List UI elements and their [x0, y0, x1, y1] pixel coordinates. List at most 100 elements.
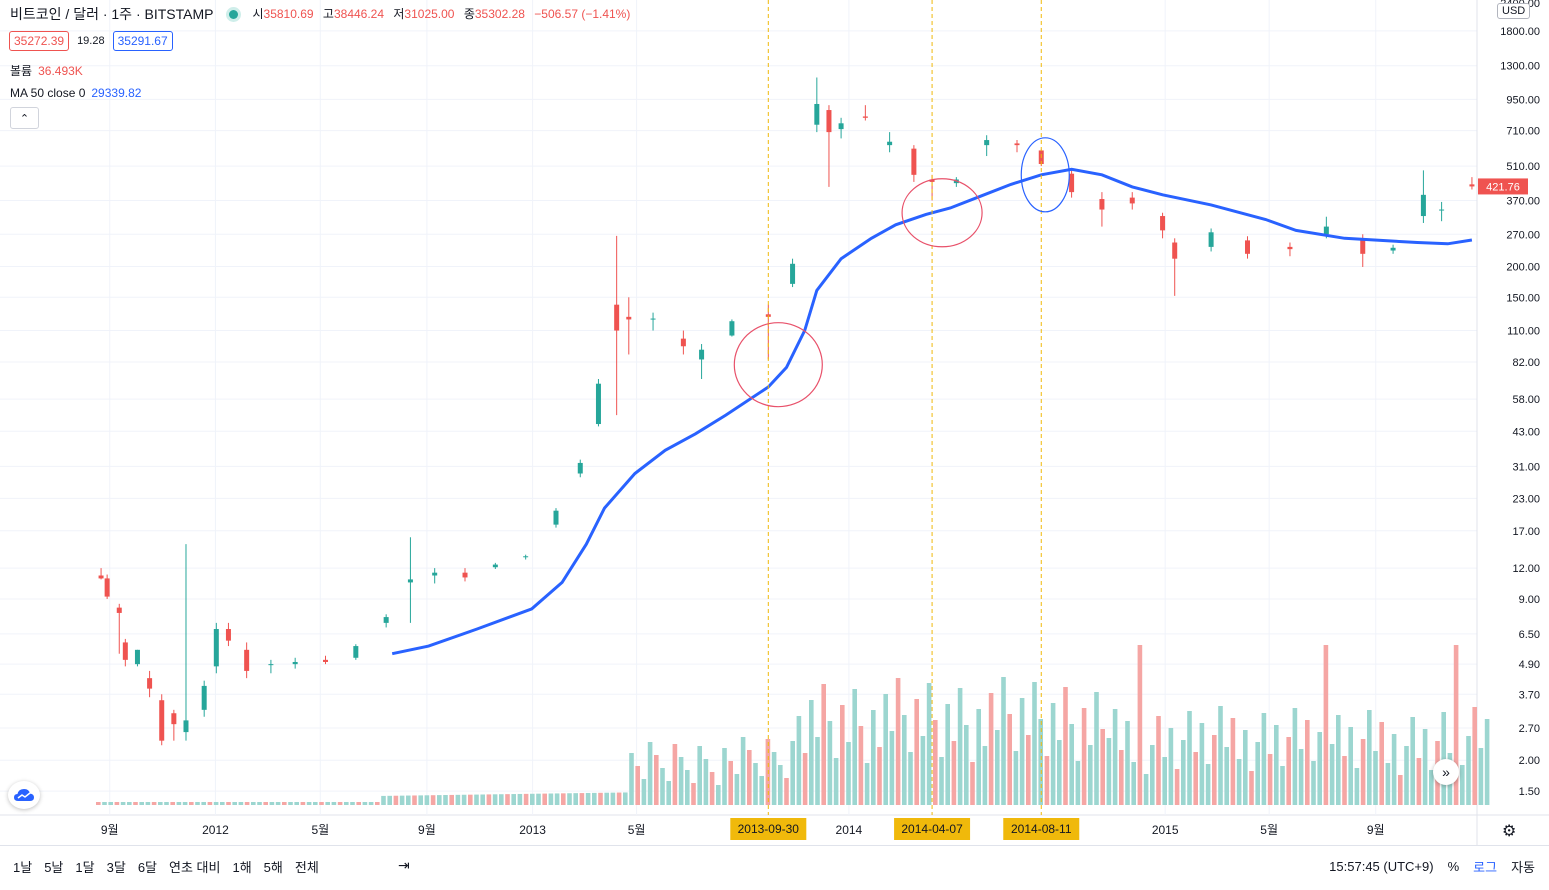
volume-bar — [275, 802, 281, 805]
volume-bar — [554, 793, 560, 805]
range-ytd-button[interactable]: 연초 대비 — [169, 860, 221, 875]
volume-bar — [102, 802, 107, 805]
range-6m-button[interactable]: 6달 — [137, 860, 158, 875]
ma-label: MA 50 close 0 — [10, 86, 86, 100]
scroll-to-realtime-button[interactable]: » — [1433, 759, 1459, 785]
range-5d-button[interactable]: 5날 — [44, 860, 64, 875]
volume-bar — [1329, 744, 1335, 805]
volume-bar — [970, 762, 975, 805]
volume-bar — [908, 752, 913, 805]
volume-bar — [368, 802, 374, 805]
range-1m-button[interactable]: 1달 — [75, 860, 95, 875]
price-tick-label: 2.70 — [1519, 723, 1540, 735]
candle-body — [814, 103, 820, 125]
volume-bar — [604, 792, 609, 805]
volume-bar — [474, 794, 479, 805]
collapse-legend-button[interactable]: ⌃ — [10, 107, 39, 129]
candle-body — [595, 383, 601, 425]
candle-body — [614, 304, 620, 331]
goto-date-icon[interactable]: ⇥ — [398, 857, 410, 873]
volume-bar — [846, 742, 851, 805]
volume-bar — [536, 793, 541, 805]
auto-toggle[interactable]: 자동 — [1511, 860, 1535, 875]
time-tick-label: 9월 — [1367, 823, 1385, 837]
volume-bar — [263, 802, 268, 805]
candle-body — [680, 338, 686, 347]
low-value: 31025.00 — [404, 7, 455, 21]
volume-bar — [740, 737, 746, 805]
chart-canvas[interactable]: 1800.00 1300.00 950.00 710.00 510.00 370.00 27… — [0, 0, 1549, 845]
volume-bar — [1292, 708, 1298, 805]
date-marker-label-bg — [894, 818, 971, 840]
volume-bar — [399, 795, 405, 805]
candle-body — [699, 349, 705, 360]
candle-body — [790, 263, 796, 284]
volume-bar — [1032, 682, 1037, 805]
volume-bar — [1460, 765, 1465, 805]
log-toggle[interactable]: 로그 — [1473, 860, 1498, 875]
ma-legend[interactable]: MA 50 close 0 29339.82 — [10, 86, 141, 100]
clock-timezone[interactable]: 15:57:45 (UTC+9) — [1329, 859, 1434, 874]
volume-bar — [1298, 749, 1304, 805]
candle-body — [292, 661, 298, 665]
range-1d-button[interactable]: 1날 — [13, 860, 33, 875]
tradingview-logo[interactable] — [8, 781, 40, 809]
volume-bar — [914, 699, 919, 805]
volume-bar — [666, 781, 671, 805]
change-value: −506.57 (−1.41%) — [534, 7, 631, 21]
range-3m-button[interactable]: 3달 — [106, 860, 126, 875]
volume-bar — [486, 794, 492, 805]
time-tick-label: 2012 — [202, 823, 229, 837]
volume-bar — [96, 802, 101, 805]
volume-legend[interactable]: 볼륨 36.493K — [10, 62, 83, 79]
volume-bar — [1472, 707, 1477, 805]
candle-body — [201, 685, 207, 710]
price-tick-label: 1800.00 — [1500, 26, 1540, 38]
candle-body — [213, 629, 219, 667]
volume-bar — [170, 802, 175, 805]
volume-bar — [933, 720, 938, 805]
percent-toggle[interactable]: % — [1447, 859, 1460, 874]
volume-bar — [158, 802, 163, 805]
volume-bar — [753, 763, 758, 805]
volume-bar — [1044, 756, 1050, 805]
price-tick-label: 17.00 — [1512, 526, 1540, 538]
volume-bar — [1422, 729, 1428, 805]
volume-bar — [1453, 645, 1459, 805]
volume-bar — [685, 770, 690, 805]
price-tick-label: 82.00 — [1512, 357, 1540, 369]
volume-bar — [1478, 748, 1484, 805]
volume-bar — [251, 802, 256, 805]
candle-body — [1390, 247, 1396, 251]
range-5y-button[interactable]: 5해 — [263, 860, 283, 875]
volume-bar — [988, 693, 994, 805]
volume-bar — [127, 802, 132, 805]
volume-bar — [641, 779, 647, 805]
volume-bar — [833, 758, 839, 805]
candle-body — [1245, 240, 1250, 254]
candle-body — [887, 141, 893, 146]
range-all-button[interactable]: 전체 — [294, 860, 319, 875]
volume-bar — [1026, 735, 1031, 805]
buy-price-button[interactable]: 35291.67 — [112, 31, 173, 51]
sell-price-button[interactable]: 35272.39 — [9, 31, 70, 51]
volume-bar — [424, 795, 430, 805]
volume-bar — [362, 802, 368, 805]
settings-gear-icon[interactable]: ⚙ — [1502, 823, 1517, 840]
volume-bar — [871, 710, 876, 805]
candle-body — [432, 572, 438, 576]
symbol-title[interactable]: 비트코인 / 달러 · 1주 · BITSTAMP — [10, 6, 214, 22]
volume-bar — [381, 795, 386, 805]
close-value: 35302.28 — [474, 7, 525, 21]
volume-bar — [858, 726, 864, 805]
last-price-label: 421.76 — [1486, 181, 1520, 193]
currency-button[interactable]: USD — [1497, 3, 1531, 19]
candle-body — [577, 462, 583, 474]
range-1y-button[interactable]: 1해 — [232, 860, 252, 875]
volume-bar — [1162, 757, 1167, 805]
volume-bar — [213, 802, 219, 805]
volume-bar — [561, 793, 566, 805]
last-price-tag — [1478, 178, 1528, 195]
candle-body — [650, 318, 656, 320]
volume-bar — [1019, 698, 1025, 805]
